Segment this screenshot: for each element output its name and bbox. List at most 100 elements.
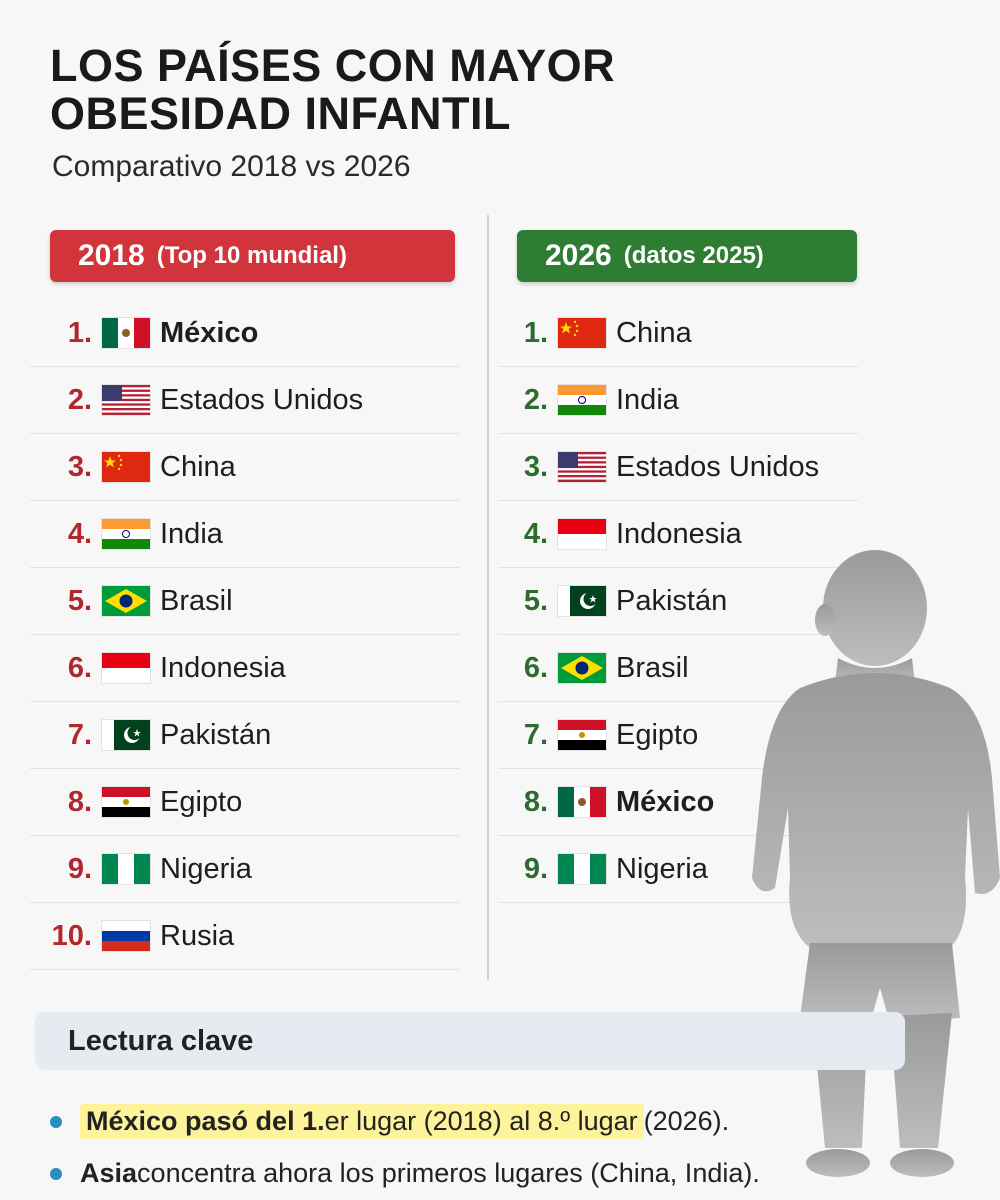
ranking-row: 3. Estados Unidos	[498, 434, 858, 501]
bullet-1-tail: (2026).	[643, 1106, 730, 1136]
rank-number: 6.	[67, 651, 92, 684]
title-line-1: LOS PAÍSES CON MAYOR	[50, 40, 616, 91]
bullet-2-bold: Asia	[80, 1158, 138, 1188]
rank-number: 6.	[523, 651, 548, 684]
ranking-row: 2. India	[498, 367, 858, 434]
usa-flag-icon	[102, 385, 150, 415]
rank-number: 3.	[523, 450, 548, 483]
rank-number: 2.	[67, 383, 92, 416]
ranking-row: 4. Indonesia	[498, 501, 858, 568]
indonesia-flag-icon	[102, 653, 150, 683]
rank-number: 5.	[67, 584, 92, 617]
brazil-flag-icon	[558, 653, 606, 683]
bullet-2-rest: concentra ahora los primeros lugares (Ch…	[137, 1158, 760, 1188]
mexico-flag-icon	[558, 787, 606, 817]
ranking-row: 3. China	[30, 434, 460, 501]
country-name: Estados Unidos	[160, 383, 364, 416]
ranking-2026: 1. China 2. India 3. Estados Unidos 4. Indonesi…	[498, 300, 858, 903]
header-2026-year: 2026	[545, 239, 612, 272]
ranking-row: 4. India	[30, 501, 460, 568]
ranking-row: 8. México	[498, 769, 858, 836]
ranking-row: 7. Egipto	[498, 702, 858, 769]
rank-number: 7.	[67, 718, 92, 751]
bullet-1-bold: México pasó del 1.	[86, 1106, 325, 1136]
ranking-row: 1. China	[498, 300, 858, 367]
pakistan-flag-icon	[102, 720, 150, 750]
ranking-row: 6. Brasil	[498, 635, 858, 702]
page-title: LOS PAÍSES CON MAYOR OBESIDAD INFANTIL	[50, 42, 615, 138]
rank-number: 3.	[67, 450, 92, 483]
country-name: Pakistán	[160, 718, 272, 751]
ranking-row: 2. Estados Unidos	[30, 367, 460, 434]
country-name: Indonesia	[160, 651, 286, 684]
ranking-row: 9. Nigeria	[498, 836, 858, 903]
rank-number: 1.	[523, 316, 548, 349]
nigeria-flag-icon	[558, 854, 606, 884]
country-name: Egipto	[160, 785, 243, 818]
egypt-flag-icon	[558, 720, 606, 750]
country-name: Estados Unidos	[616, 450, 820, 483]
ranking-row: 9. Nigeria	[30, 836, 460, 903]
header-2026: 2026 (datos 2025)	[517, 230, 857, 282]
rank-number: 4.	[67, 517, 92, 550]
bullet-dot-icon	[50, 1167, 62, 1180]
key-reading-box: Lectura clave	[35, 1012, 905, 1070]
country-name: México	[616, 785, 715, 818]
pakistan-flag-icon	[558, 586, 606, 616]
highlighted-text: México pasó del 1.er lugar (2018) al 8.º…	[80, 1104, 644, 1139]
rank-number: 9.	[67, 852, 92, 885]
ranking-row: 7. Pakistán	[30, 702, 460, 769]
key-bullet-1: México pasó del 1.er lugar (2018) al 8.º…	[50, 1104, 729, 1139]
nigeria-flag-icon	[102, 854, 150, 884]
china-flag-icon	[558, 318, 606, 348]
child-silhouette-icon	[752, 550, 1000, 1177]
china-flag-icon	[102, 452, 150, 482]
header-2018-year: 2018	[78, 239, 145, 272]
ranking-2018: 1. México 2. Estados Unidos 3. China 4. India 5.…	[30, 300, 460, 970]
country-name: Indonesia	[616, 517, 742, 550]
bullet-1-rest: er lugar (2018) al 8.º lugar	[324, 1106, 638, 1136]
country-name: Nigeria	[616, 852, 708, 885]
ranking-row: 6. Indonesia	[30, 635, 460, 702]
mexico-flag-icon	[102, 318, 150, 348]
india-flag-icon	[102, 519, 150, 549]
rank-number: 1.	[67, 316, 92, 349]
header-2018-note: (Top 10 mundial)	[156, 242, 347, 269]
ranking-row: 5. Brasil	[30, 568, 460, 635]
country-name: India	[616, 383, 679, 416]
ranking-row: 1. México	[30, 300, 460, 367]
rank-number: 7.	[523, 718, 548, 751]
indonesia-flag-icon	[558, 519, 606, 549]
rank-number: 9.	[523, 852, 548, 885]
country-name: Nigeria	[160, 852, 252, 885]
rank-number: 8.	[67, 785, 92, 818]
country-name: Rusia	[160, 919, 235, 952]
key-bullet-2: Asia concentra ahora los primeros lugare…	[50, 1158, 760, 1189]
bullet-dot-icon	[50, 1115, 62, 1128]
header-2026-note: (datos 2025)	[623, 242, 764, 269]
ranking-row: 10. Rusia	[30, 903, 460, 970]
rank-number: 10.	[51, 919, 92, 952]
egypt-flag-icon	[102, 787, 150, 817]
rank-number: 5.	[523, 584, 548, 617]
rank-number: 2.	[523, 383, 548, 416]
country-name: Brasil	[160, 584, 233, 617]
russia-flag-icon	[102, 921, 150, 951]
rank-number: 4.	[523, 517, 548, 550]
country-name: China	[160, 450, 236, 483]
title-line-2: OBESIDAD INFANTIL	[50, 88, 512, 139]
country-name: Pakistán	[616, 584, 728, 617]
column-divider	[487, 215, 489, 980]
india-flag-icon	[558, 385, 606, 415]
key-reading-heading: Lectura clave	[68, 1024, 254, 1057]
usa-flag-icon	[558, 452, 606, 482]
country-name: Brasil	[616, 651, 689, 684]
ranking-row: 5. Pakistán	[498, 568, 858, 635]
header-2018: 2018 (Top 10 mundial)	[50, 230, 455, 282]
brazil-flag-icon	[102, 586, 150, 616]
page-subtitle: Comparativo 2018 vs 2026	[52, 150, 411, 183]
country-name: México	[160, 316, 259, 349]
country-name: Egipto	[616, 718, 699, 751]
country-name: India	[160, 517, 223, 550]
rank-number: 8.	[523, 785, 548, 818]
